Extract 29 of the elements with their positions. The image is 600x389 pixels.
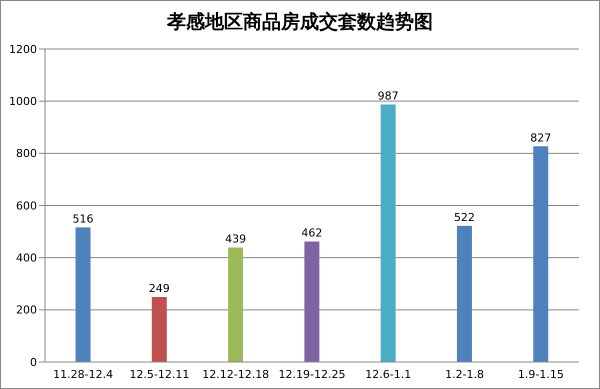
data-label: 987 [378, 90, 399, 103]
bar [228, 247, 244, 362]
y-tick-label: 400 [16, 252, 37, 265]
chart-title: 孝感地区商品房成交套数趋势图 [166, 10, 434, 35]
x-tick-label: 12.12-12.18 [202, 368, 270, 381]
bar [76, 227, 91, 362]
data-label: 439 [225, 232, 246, 246]
data-label: 522 [454, 210, 475, 224]
y-tick-label: 0 [30, 356, 37, 369]
data-label: 249 [148, 282, 170, 296]
x-tick-label: 12.6-1.1 [365, 368, 412, 381]
x-tick-label: 1.9-1.15 [518, 368, 564, 381]
x-tick-label: 1.2-1.8 [445, 368, 484, 381]
data-label: 516 [72, 212, 94, 226]
y-tick-label: 1200 [9, 42, 37, 56]
bar [304, 241, 320, 362]
bar [533, 146, 548, 362]
data-label: 462 [301, 226, 322, 240]
x-tick-label: 11.28-12.4 [53, 368, 114, 381]
x-tick-label: 12.19-12.25 [278, 368, 346, 381]
y-tick-label: 200 [16, 304, 37, 317]
bar [380, 104, 396, 362]
bar [152, 297, 167, 362]
x-tick-label: 12.5-12.11 [129, 368, 190, 381]
y-tick-label: 600 [16, 199, 37, 212]
y-tick-label: 800 [16, 147, 37, 160]
bar [456, 226, 472, 362]
data-label: 827 [530, 131, 552, 144]
y-tick-label: 1000 [9, 95, 37, 108]
